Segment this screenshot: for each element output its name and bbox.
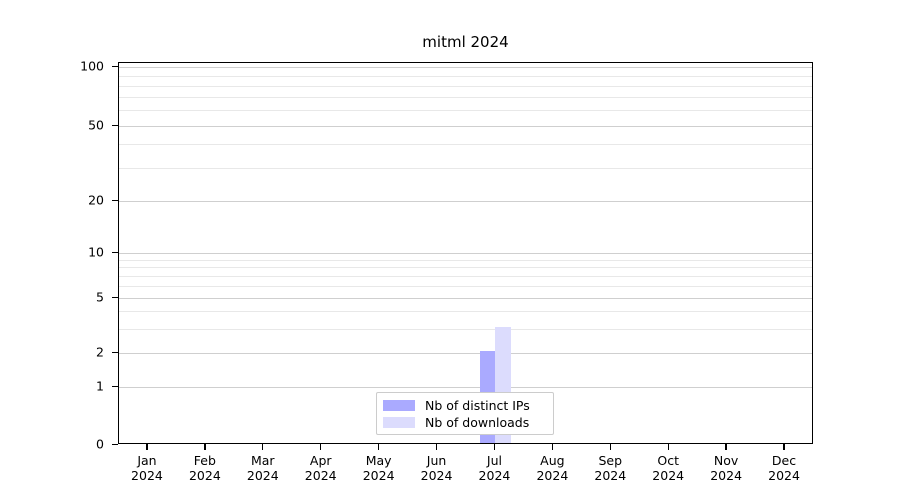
- gridline-major: [119, 253, 812, 254]
- gridline-major: [119, 387, 812, 388]
- x-tick-label: Nov 2024: [696, 453, 756, 483]
- y-tick-label: 50: [88, 117, 104, 133]
- x-tick-label: Jul 2024: [464, 453, 524, 483]
- gridline-major: [119, 126, 812, 127]
- legend-item: Nb of distinct IPs: [383, 397, 547, 414]
- x-tick-month: Jul: [486, 453, 502, 468]
- x-tick-month: Nov: [713, 453, 739, 468]
- x-tick-year: 2024: [246, 468, 279, 483]
- chart-legend: Nb of distinct IPs Nb of downloads: [376, 392, 554, 435]
- y-tick-label: 20: [88, 192, 104, 208]
- x-tick-month: Apr: [309, 453, 332, 468]
- x-tick-label: Mar 2024: [233, 453, 293, 483]
- x-tick-month: Oct: [657, 453, 680, 468]
- x-tick-mark: [725, 444, 727, 450]
- x-tick-month: Jun: [426, 453, 447, 468]
- x-tick-year: 2024: [420, 468, 453, 483]
- y-tick-mark: [112, 251, 118, 253]
- legend-item: Nb of downloads: [383, 414, 547, 431]
- x-tick-month: May: [365, 453, 392, 468]
- gridline-minor: [119, 328, 812, 330]
- x-tick-label: Oct 2024: [638, 453, 698, 483]
- x-tick-mark: [320, 444, 322, 450]
- x-tick-month: Jan: [137, 453, 157, 468]
- gridline-major: [119, 201, 812, 202]
- legend-label: Nb of distinct IPs: [425, 398, 530, 413]
- y-tick-label: 1: [96, 378, 104, 394]
- x-tick-month: Dec: [771, 453, 797, 468]
- x-tick-mark: [435, 444, 438, 450]
- y-tick-mark: [112, 124, 118, 126]
- x-tick-month: Mar: [250, 453, 275, 468]
- y-tick-mark: [112, 65, 118, 67]
- x-tick-year: 2024: [536, 468, 569, 483]
- y-tick-label: 2: [96, 344, 104, 360]
- x-tick-label: Jan 2024: [117, 453, 177, 483]
- gridline-minor: [119, 286, 812, 288]
- y-tick-label: 10: [88, 244, 104, 260]
- gridline-minor: [119, 110, 812, 112]
- x-tick-month: Feb: [193, 453, 216, 468]
- x-tick-year: 2024: [594, 468, 627, 483]
- x-tick-mark: [262, 444, 264, 450]
- y-tick-mark: [112, 199, 118, 201]
- x-tick-mark: [667, 444, 669, 450]
- x-tick-mark: [783, 444, 785, 450]
- y-tick-mark: [112, 443, 118, 445]
- y-tick-mark: [112, 296, 118, 298]
- gridline-major: [119, 67, 812, 68]
- gridline-major: [119, 298, 812, 299]
- x-tick-mark: [551, 444, 554, 450]
- chart-title: mitml 2024: [422, 33, 509, 51]
- x-tick-label: May 2024: [349, 453, 409, 483]
- x-tick-label: Dec 2024: [754, 453, 814, 483]
- x-tick-mark: [377, 444, 380, 450]
- x-tick-month: Sep: [598, 453, 623, 468]
- gridline-major: [119, 353, 812, 354]
- x-tick-year: 2024: [188, 468, 221, 483]
- x-tick-month: Aug: [540, 453, 565, 468]
- gridline-minor: [119, 75, 812, 77]
- legend-swatch-icon: [383, 417, 415, 428]
- x-tick-label: Feb 2024: [175, 453, 235, 483]
- x-tick-year: 2024: [478, 468, 511, 483]
- gridline-minor: [119, 97, 812, 99]
- x-tick-year: 2024: [304, 468, 337, 483]
- y-tick-mark: [112, 385, 118, 387]
- x-tick-label: Jun 2024: [407, 453, 467, 483]
- x-tick-label: Aug 2024: [522, 453, 582, 483]
- legend-label: Nb of downloads: [425, 415, 530, 430]
- gridline-minor: [119, 311, 812, 313]
- gridline-minor: [119, 167, 812, 169]
- x-tick-mark: [609, 444, 611, 450]
- y-tick-label: 5: [96, 289, 104, 305]
- x-tick-year: 2024: [652, 468, 685, 483]
- gridline-minor: [119, 259, 812, 261]
- gridline-minor: [119, 276, 812, 278]
- gridline-minor: [119, 85, 812, 87]
- gridline-minor: [119, 267, 812, 269]
- x-tick-mark: [204, 444, 206, 450]
- x-tick-label: Sep 2024: [580, 453, 640, 483]
- y-axis: 0 1 2 5 10 20 50 100: [0, 0, 112, 500]
- x-tick-year: 2024: [768, 468, 800, 483]
- plot-area: [118, 62, 813, 444]
- x-tick-label: Apr 2024: [291, 453, 351, 483]
- y-tick-label: 100: [80, 58, 104, 74]
- plot-inner: [119, 63, 812, 443]
- y-tick-label: 0: [96, 436, 104, 452]
- x-tick-year: 2024: [131, 468, 163, 483]
- x-tick-year: 2024: [362, 468, 395, 483]
- x-tick-mark: [146, 444, 148, 450]
- y-tick-mark: [112, 351, 118, 353]
- x-tick-year: 2024: [710, 468, 743, 483]
- x-tick-mark: [493, 444, 496, 450]
- gridline-minor: [119, 144, 812, 146]
- legend-swatch-icon: [383, 400, 415, 411]
